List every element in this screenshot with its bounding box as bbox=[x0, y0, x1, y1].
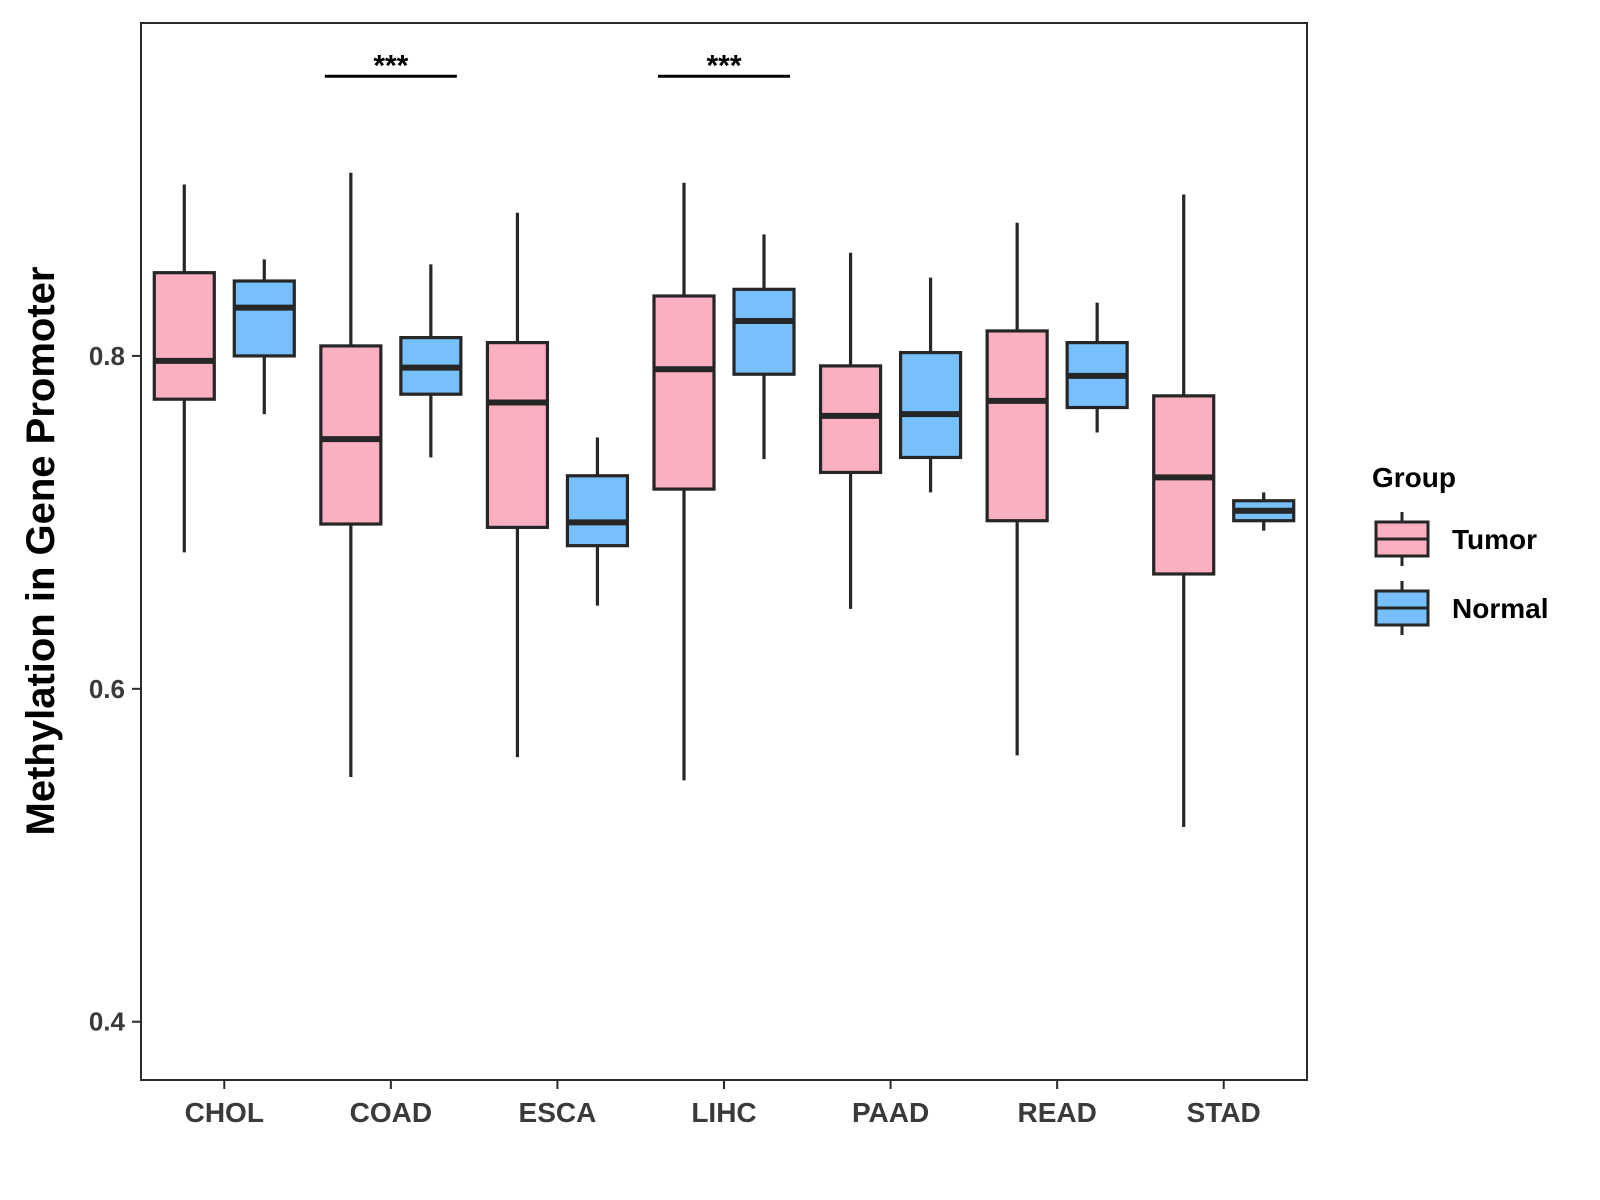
significance-lihc: *** bbox=[658, 49, 790, 82]
y-tick-label: 0.4 bbox=[89, 1007, 126, 1037]
legend-label-normal: Normal bbox=[1452, 593, 1548, 624]
iqr-box bbox=[485, 340, 550, 529]
box-lihc-normal bbox=[732, 234, 796, 460]
box-esca-normal bbox=[565, 437, 630, 606]
x-tick-label-lihc: LIHC bbox=[691, 1097, 756, 1128]
box-chol-normal bbox=[232, 259, 296, 415]
significance-coad: *** bbox=[324, 49, 457, 82]
legend: Group Tumor Normal bbox=[1372, 462, 1548, 635]
y-tick-label: 0.6 bbox=[89, 674, 125, 704]
box-chol-tumor bbox=[152, 184, 216, 553]
box-coad-normal bbox=[399, 264, 463, 458]
legend-title: Group bbox=[1372, 462, 1456, 493]
box-esca-tumor bbox=[485, 212, 550, 758]
legend-item-tumor: Tumor bbox=[1374, 512, 1537, 566]
x-tick-label-read: READ bbox=[1017, 1097, 1096, 1128]
box-lihc-tumor bbox=[652, 182, 716, 781]
iqr-box bbox=[1152, 394, 1216, 576]
iqr-box bbox=[565, 474, 630, 548]
legend-label-tumor: Tumor bbox=[1452, 524, 1537, 555]
iqr-box bbox=[898, 350, 963, 460]
x-axis: CHOL COAD ESCA LIHC PAAD READ STAD bbox=[185, 1080, 1261, 1128]
iqr-box bbox=[232, 279, 296, 358]
iqr-box bbox=[152, 271, 216, 401]
box-stad-normal bbox=[1232, 492, 1296, 531]
significance-label: *** bbox=[373, 49, 408, 82]
significance-label: *** bbox=[706, 49, 741, 82]
iqr-box bbox=[818, 364, 883, 475]
iqr-box bbox=[985, 329, 1049, 523]
x-tick-label-stad: STAD bbox=[1187, 1097, 1261, 1128]
iqr-box bbox=[652, 294, 716, 491]
iqr-box bbox=[319, 344, 383, 526]
plot-marks: *** *** bbox=[152, 49, 1296, 827]
box-stad-tumor bbox=[1152, 194, 1216, 827]
box-coad-tumor bbox=[319, 172, 383, 778]
x-tick-label-paad: PAAD bbox=[852, 1097, 929, 1128]
box-read-normal bbox=[1065, 302, 1129, 433]
x-tick-label-chol: CHOL bbox=[185, 1097, 264, 1128]
x-tick-label-esca: ESCA bbox=[519, 1097, 597, 1128]
iqr-box bbox=[732, 287, 796, 376]
box-paad-tumor bbox=[818, 252, 883, 609]
y-axis: 0.4 0.6 0.8 bbox=[89, 341, 141, 1037]
x-tick-label-coad: COAD bbox=[350, 1097, 432, 1128]
box-paad-normal bbox=[898, 277, 963, 493]
legend-item-normal: Normal bbox=[1374, 581, 1548, 635]
y-axis-title: Methylation in Gene Promoter bbox=[19, 267, 63, 836]
box-read-tumor bbox=[985, 222, 1049, 756]
y-tick-label: 0.8 bbox=[89, 341, 125, 371]
